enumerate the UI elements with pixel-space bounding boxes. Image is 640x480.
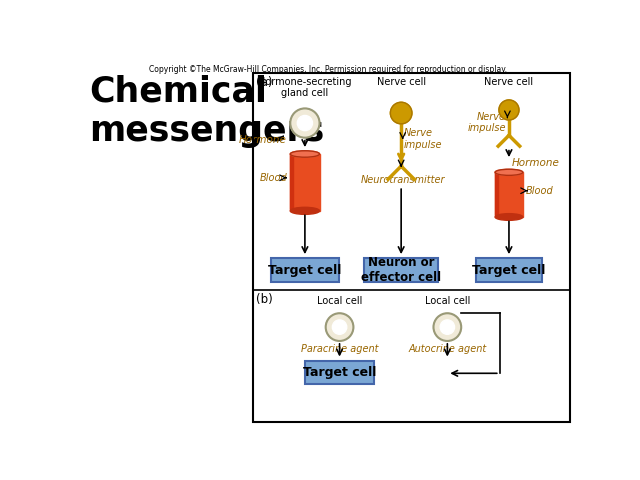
Text: Hormone-secreting
gland cell: Hormone-secreting gland cell [258,77,351,98]
Circle shape [298,116,312,131]
Text: Paracrine agent: Paracrine agent [301,344,378,354]
Text: Target cell: Target cell [268,264,342,276]
Bar [495,172,523,217]
Text: Hormone: Hormone [511,158,559,168]
Bar [364,258,438,282]
Circle shape [332,320,347,334]
Bar [476,258,542,282]
Text: Nerve
impulse: Nerve impulse [467,111,506,133]
Circle shape [326,313,353,341]
Text: Neuron or
effector cell: Neuron or effector cell [361,256,441,284]
Text: Target cell: Target cell [303,366,376,379]
Ellipse shape [291,207,319,215]
Text: Chemical
messengers: Chemical messengers [90,74,324,148]
Text: Blood: Blood [526,186,554,196]
Ellipse shape [495,169,523,175]
Text: (a): (a) [257,76,273,89]
Text: Nerve cell: Nerve cell [484,77,534,87]
Polygon shape [291,154,293,209]
Ellipse shape [495,214,523,220]
Text: Nerve
impulse: Nerve impulse [403,129,442,150]
Text: Blood: Blood [260,173,288,183]
Circle shape [440,320,454,334]
Circle shape [390,102,412,124]
Text: Target cell: Target cell [472,264,546,276]
Text: Copyright ©The McGraw-Hill Companies, Inc. Permission required for reproduction : Copyright ©The McGraw-Hill Companies, In… [149,65,507,74]
Circle shape [433,313,461,341]
Bar [253,73,570,422]
Ellipse shape [291,151,319,157]
Bar [305,361,374,384]
Bar [291,154,319,211]
Text: Local cell: Local cell [425,296,470,306]
Circle shape [291,108,319,138]
Text: Neurotransmitter: Neurotransmitter [360,175,445,185]
Bar [271,258,339,282]
Polygon shape [495,172,498,216]
Text: Hormone: Hormone [239,134,287,144]
Text: Local cell: Local cell [317,296,362,306]
Text: Autocrine agent: Autocrine agent [408,344,486,354]
Circle shape [499,100,519,120]
Text: Nerve cell: Nerve cell [376,77,426,87]
Text: (b): (b) [257,293,273,306]
